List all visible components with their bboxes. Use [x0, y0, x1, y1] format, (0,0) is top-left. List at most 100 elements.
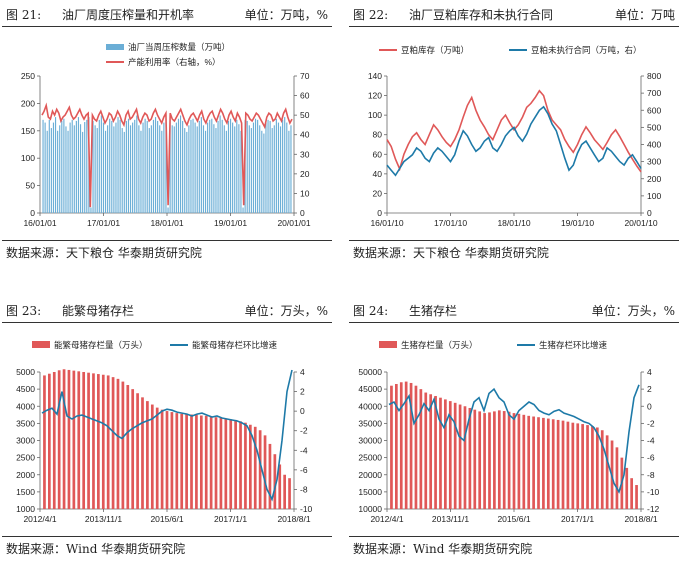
bar — [278, 464, 282, 509]
bar — [142, 122, 144, 213]
figure-unit: 单位：万吨，% — [244, 8, 328, 22]
y-tick-label-right: 2 — [647, 384, 652, 394]
bar — [48, 119, 50, 213]
bar — [169, 119, 171, 213]
y-tick-label-right: 40 — [300, 130, 310, 140]
y-tick-label-left: 35000 — [358, 418, 382, 428]
bar — [59, 125, 61, 213]
bar — [409, 382, 413, 509]
bar — [138, 125, 140, 213]
bar — [263, 133, 265, 213]
bar — [67, 369, 71, 509]
legend-label: 油厂当周压榨数量（万吨） — [128, 42, 230, 52]
bar — [635, 485, 638, 509]
bar — [119, 119, 121, 213]
bar — [252, 122, 255, 213]
y-tick-label-left: 200 — [21, 98, 35, 108]
bar — [605, 435, 609, 509]
figure-title: 生猪存栏 — [409, 304, 458, 318]
y-tick-label-left: 40 — [373, 169, 383, 179]
x-tick-label: 2017/1/1 — [561, 514, 594, 524]
bar — [44, 122, 46, 213]
bar — [192, 118, 194, 213]
bar — [497, 410, 501, 509]
y-tick-label-left: 15000 — [358, 487, 382, 497]
x-tick-label: 19/01/10 — [561, 218, 594, 228]
bar — [225, 130, 227, 213]
y-tick-label-left: 120 — [368, 91, 382, 101]
bar — [257, 119, 259, 213]
bar — [182, 120, 184, 213]
bar — [395, 383, 398, 509]
bar — [106, 375, 110, 509]
y-tick-label-left: 45000 — [358, 384, 382, 394]
y-tick-label-right: -4 — [647, 436, 655, 446]
figure-title: 油厂豆粕库存和未执行合同 — [409, 8, 554, 22]
bar — [267, 119, 269, 213]
bar — [444, 399, 447, 509]
y-tick-label-left: 0 — [30, 208, 35, 218]
bar — [229, 118, 232, 213]
y-tick-label-right: 300 — [647, 157, 661, 167]
bar — [248, 424, 252, 509]
figure-unit: 单位：万头，% — [244, 304, 328, 318]
bar — [75, 120, 77, 213]
bar — [207, 122, 209, 213]
series-line-contracts — [386, 105, 642, 177]
bar — [229, 419, 233, 509]
bar — [223, 125, 225, 213]
bar — [282, 119, 284, 213]
bar — [165, 118, 167, 213]
x-tick-label: 16/01/10 — [370, 218, 403, 228]
divider — [349, 240, 679, 241]
bar — [478, 411, 482, 509]
figure-unit: 单位：万头，% — [591, 304, 675, 318]
bar — [171, 125, 173, 213]
bar — [87, 372, 90, 509]
bar — [82, 372, 86, 509]
bar — [177, 118, 180, 213]
bar — [160, 409, 164, 509]
bar — [98, 119, 100, 213]
legend-label: 能繁母猪存栏环比增速 — [192, 340, 278, 350]
y-tick-label-left: 3500 — [16, 418, 35, 428]
bar — [453, 402, 457, 509]
y-tick-label-left: 4000 — [16, 401, 35, 411]
bar — [150, 125, 152, 213]
y-tick-label-left: 50000 — [358, 367, 382, 377]
bar — [113, 126, 115, 213]
x-tick-label: 18/01/01 — [150, 218, 183, 228]
bar — [194, 122, 196, 213]
bar — [161, 130, 163, 213]
bar — [117, 117, 119, 213]
bar — [424, 392, 428, 509]
bar — [615, 447, 619, 509]
bar — [77, 117, 80, 213]
bar — [248, 125, 250, 213]
bar — [167, 207, 169, 213]
bar — [198, 120, 200, 213]
bar — [284, 117, 286, 213]
bar — [152, 119, 155, 213]
y-tick-label-right: -10 — [647, 487, 660, 497]
bar — [290, 125, 292, 213]
bar — [63, 118, 65, 213]
y-tick-label-left: 150 — [21, 126, 35, 136]
bar — [52, 122, 55, 213]
panel-header: 图 23: 能繁母猪存栏 单位：万头，% — [2, 302, 332, 320]
y-tick-label-right: -2 — [300, 426, 308, 436]
bar — [72, 370, 76, 509]
legend-swatch — [32, 341, 50, 348]
bar — [551, 419, 555, 509]
series-line-utilization — [41, 102, 293, 208]
y-tick-label-right: 20 — [300, 169, 310, 179]
bar — [473, 409, 477, 509]
bar — [566, 421, 570, 509]
y-tick-label-right: -10 — [300, 504, 313, 514]
bar — [196, 126, 198, 213]
bar — [52, 372, 56, 509]
x-tick-label: 2018/8/1 — [277, 514, 310, 524]
bar — [77, 371, 81, 509]
divider — [2, 322, 332, 323]
bar — [125, 120, 127, 213]
